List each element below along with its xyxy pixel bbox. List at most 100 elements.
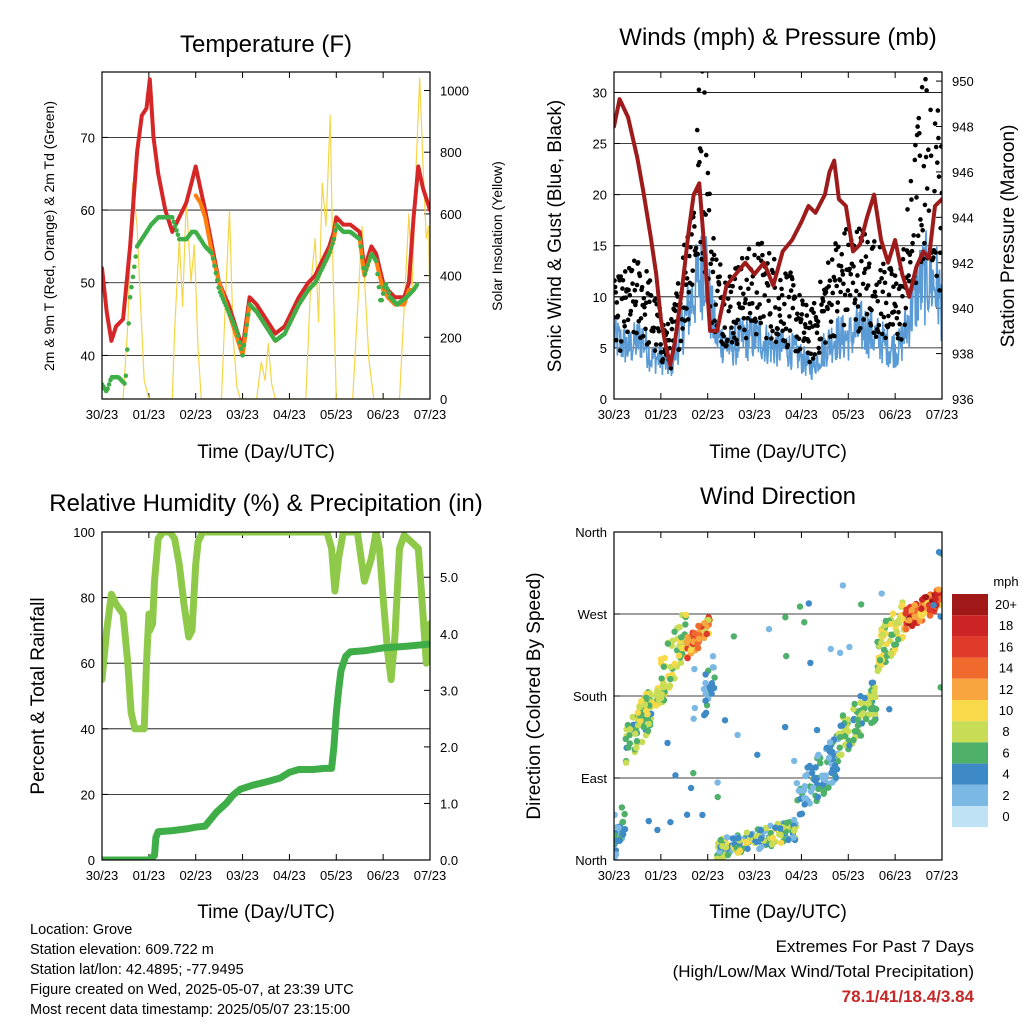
y-tick-label: 60 <box>81 203 95 218</box>
x-tick-label: 06/23 <box>879 868 912 883</box>
gust-point <box>791 282 796 288</box>
wind-direction-point <box>922 593 930 601</box>
gust-point <box>703 212 708 217</box>
wind-direction-point <box>865 699 872 707</box>
gust-point <box>909 248 915 254</box>
gust-point <box>928 62 933 67</box>
gust-point <box>637 273 643 279</box>
temperature-x-label: Time (Day/UTC) <box>197 442 335 463</box>
wind-direction-point <box>791 757 798 765</box>
wind-direction-point <box>783 652 790 660</box>
gust-point <box>658 342 663 347</box>
gust-point <box>903 305 909 311</box>
x-tick-label: 03/23 <box>226 407 259 422</box>
x-tick-label: 01/23 <box>645 868 678 883</box>
wind-direction-point <box>645 817 652 825</box>
gust-point <box>873 334 879 340</box>
gust-point <box>716 282 722 287</box>
2m-td-point <box>174 228 179 233</box>
gust-point <box>776 295 782 301</box>
wind-direction-point <box>758 835 765 842</box>
gust-point <box>809 306 815 312</box>
gust-point <box>696 87 702 93</box>
gust-point <box>697 159 702 165</box>
solar-insolation-line <box>102 77 430 399</box>
y-tick-label: 50 <box>81 276 95 291</box>
series-layer <box>102 77 430 399</box>
y-tick-label: South <box>573 689 607 704</box>
gust-point <box>771 256 777 262</box>
gust-point <box>854 288 859 294</box>
gust-point <box>750 301 755 306</box>
gust-point <box>795 311 800 317</box>
gust-point <box>799 312 805 317</box>
wind-direction-point <box>695 622 702 630</box>
wind-direction-point <box>868 679 875 687</box>
gust-point <box>672 308 678 314</box>
gust-point <box>743 297 748 302</box>
wind-direction-point <box>743 838 750 846</box>
wind-direction-point <box>903 626 910 633</box>
gust-point <box>640 333 646 339</box>
gust-point <box>618 274 624 279</box>
wind-direction-point <box>809 784 817 791</box>
gust-point <box>622 324 627 329</box>
gust-point <box>648 293 654 298</box>
wind-direction-point <box>616 837 623 844</box>
gust-point <box>773 339 779 345</box>
gust-point <box>912 157 918 163</box>
temperature-y-label: 2m & 9m T (Red, Orange) & 2m Td (Green) <box>41 101 57 371</box>
gust-point <box>629 267 635 273</box>
wind-direction-point <box>930 601 937 609</box>
wind-direction-point <box>850 705 857 713</box>
x-tick-label: 03/23 <box>738 868 771 883</box>
2m-td-point <box>362 271 368 277</box>
x-tick-label: 04/23 <box>785 407 818 422</box>
gust-point <box>693 245 699 251</box>
wind-direction-point <box>821 776 829 784</box>
gust-point <box>804 302 809 308</box>
gust-point <box>735 317 741 323</box>
gust-point <box>834 283 839 289</box>
wind-direction-panel: Wind Direction NorthEastSouthWestNorth30… <box>524 483 1019 923</box>
gust-point <box>785 342 791 348</box>
2m-td-point <box>172 223 178 229</box>
gust-point <box>875 329 881 335</box>
2m-td-point <box>234 329 240 334</box>
x-tick-label: 02/23 <box>691 407 724 422</box>
gust-point <box>852 297 858 303</box>
gust-point <box>684 276 690 281</box>
gust-point <box>926 147 931 153</box>
gust-point <box>743 335 749 341</box>
wind-direction-point <box>718 855 726 860</box>
gust-point <box>614 337 619 343</box>
wind-direction-point <box>807 659 814 667</box>
wind-direction-point <box>926 606 933 614</box>
gust-point <box>631 258 637 264</box>
gust-point <box>936 135 941 141</box>
wind-direction-point <box>714 855 721 860</box>
gust-point <box>779 286 784 292</box>
gust-point <box>935 160 940 165</box>
wind-direction-point <box>815 751 822 758</box>
x-tick-label: 07/23 <box>926 407 959 422</box>
2m-td-point <box>414 282 420 288</box>
gust-point <box>665 321 671 327</box>
colorbar-swatch <box>952 678 988 700</box>
gust-point <box>917 130 922 136</box>
y2-tick-label: 5.0 <box>440 570 458 585</box>
2m-td-point <box>363 267 369 272</box>
wind-direction-point <box>801 619 808 626</box>
gust-point <box>841 322 847 328</box>
x-tick-label: 07/23 <box>926 868 959 883</box>
gust-point <box>736 301 742 306</box>
gust-point <box>821 308 827 314</box>
2m-td-point <box>245 312 251 318</box>
series-layer <box>102 532 430 860</box>
wind-direction-point <box>632 730 639 737</box>
wind-direction-point <box>902 610 909 617</box>
wind-direction-point <box>736 847 744 854</box>
wind-direction-point <box>791 826 798 833</box>
wind-direction-point <box>935 548 942 556</box>
